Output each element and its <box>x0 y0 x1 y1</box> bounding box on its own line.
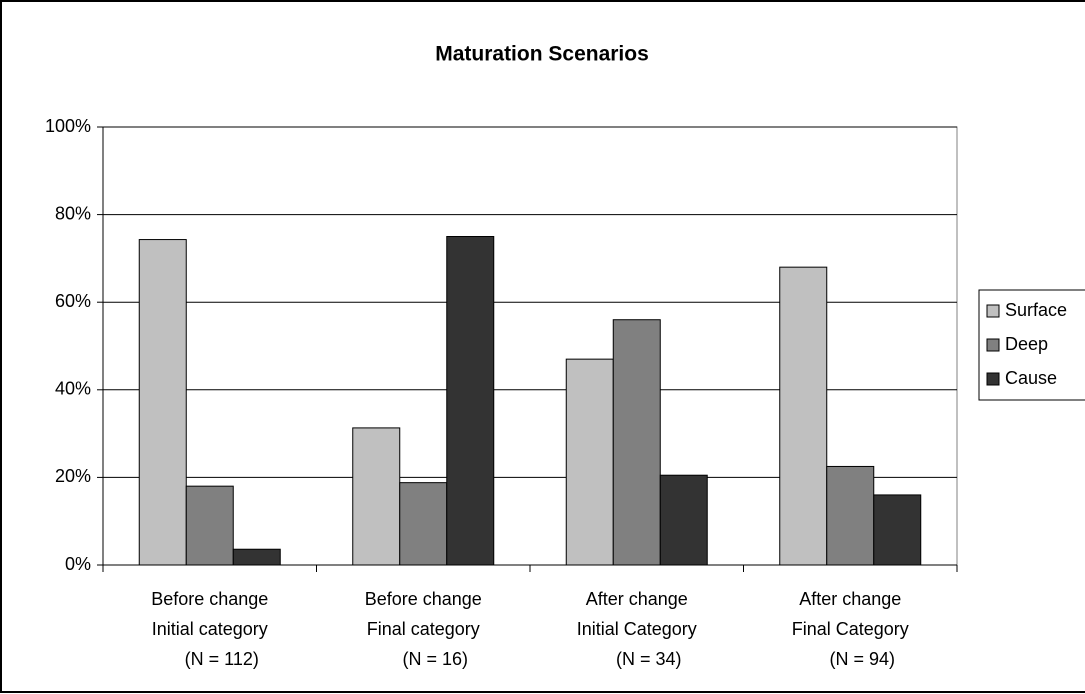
chart-title: Maturation Scenarios <box>435 43 649 66</box>
legend-swatch <box>986 338 1000 352</box>
bar <box>352 427 401 566</box>
bar <box>565 358 614 566</box>
y-tick-label: 80% <box>55 203 91 223</box>
bar <box>185 485 234 566</box>
bar <box>659 474 708 566</box>
bar <box>138 239 187 566</box>
y-tick-label: 40% <box>55 379 91 399</box>
x-tick-label: (N = 34) <box>616 649 682 669</box>
legend-label: Deep <box>1005 334 1048 354</box>
y-tick-label: 0% <box>65 554 91 574</box>
x-tick-label: Before change <box>151 589 268 609</box>
bar <box>779 266 828 566</box>
x-tick-label: Initial category <box>152 619 268 639</box>
bar <box>399 482 448 566</box>
legend-label: Cause <box>1005 368 1057 388</box>
bar <box>446 236 495 566</box>
x-tick-label: Initial Category <box>577 619 697 639</box>
y-tick-label: 20% <box>55 466 91 486</box>
x-tick-label: (N = 112) <box>185 649 259 669</box>
y-tick-label: 60% <box>55 291 91 311</box>
x-tick-label: Final category <box>367 619 480 639</box>
bar <box>612 319 661 566</box>
x-tick-label: Before change <box>365 589 482 609</box>
legend-swatch <box>986 372 1000 386</box>
bar <box>232 548 281 566</box>
legend-label: Surface <box>1005 300 1067 320</box>
x-tick-label: After change <box>586 589 688 609</box>
x-tick-label: (N = 94) <box>829 649 895 669</box>
x-tick-label: Final Category <box>792 619 909 639</box>
x-tick-label: (N = 16) <box>402 649 468 669</box>
y-tick-label: 100% <box>45 116 91 136</box>
bar <box>873 494 922 566</box>
x-tick-label: After change <box>799 589 901 609</box>
legend-swatch <box>986 304 1000 318</box>
bar <box>826 465 875 566</box>
